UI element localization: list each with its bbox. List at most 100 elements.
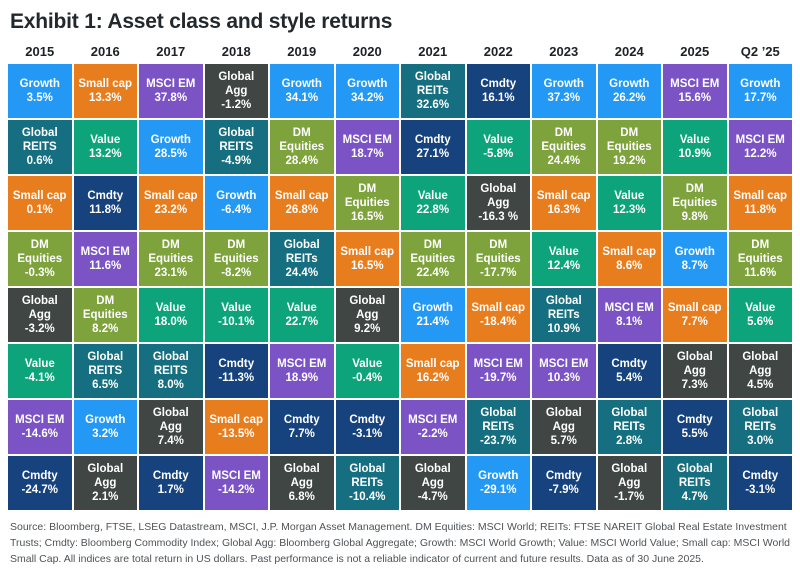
- asset-label: Global: [349, 462, 386, 475]
- return-value: -1.2%: [221, 99, 252, 111]
- return-value: 13.2%: [88, 148, 122, 160]
- return-cell-Q225-rank1: Growth 17.7%: [728, 64, 792, 118]
- asset-label: Growth: [674, 245, 715, 258]
- return-cell-2023-rank3: Small cap 16.3%: [532, 176, 596, 230]
- return-value: 9.2%: [354, 323, 381, 335]
- asset-label: DM: [96, 294, 115, 307]
- year-header: 2021: [418, 44, 448, 59]
- asset-label: MSCI EM: [735, 133, 785, 146]
- asset-label: Agg: [94, 476, 117, 489]
- return-cell-2019-rank6: MSCI EM 18.9%: [270, 344, 334, 398]
- asset-label: Global: [21, 126, 58, 139]
- return-cell-2018-rank4: DM Equities -8.2%: [204, 232, 268, 286]
- return-value: 13.3%: [88, 92, 122, 104]
- asset-label: MSCI EM: [539, 357, 589, 370]
- asset-label: Growth: [19, 77, 60, 90]
- return-value: -3.1%: [352, 428, 383, 440]
- asset-label: Cmdty: [611, 357, 648, 370]
- asset-label: Cmdty: [283, 413, 320, 426]
- return-value: -14.6%: [21, 428, 58, 440]
- return-value: -10.1%: [218, 316, 255, 328]
- source-footnote: Source: Bloomberg, FTSE, LSEG Datastream…: [10, 521, 791, 565]
- asset-label: Equities: [410, 252, 456, 265]
- return-value: 32.6%: [416, 99, 450, 111]
- return-value: 8.0%: [157, 379, 184, 391]
- asset-label: Cmdty: [21, 469, 58, 482]
- return-cell-2022-rank2: Value -5.8%: [466, 120, 530, 174]
- return-value: 1.7%: [157, 484, 184, 496]
- asset-label: DM: [423, 238, 442, 251]
- asset-label: DM: [620, 126, 639, 139]
- return-value: 17.7%: [743, 92, 777, 104]
- return-cell-2018-rank8: MSCI EM -14.2%: [204, 456, 268, 510]
- asset-label: Global: [611, 406, 648, 419]
- return-cell-2020-rank4: Small cap 16.5%: [335, 232, 399, 286]
- return-value: 10.9%: [678, 148, 712, 160]
- return-value: 2.8%: [616, 435, 643, 447]
- return-value: -4.7%: [417, 491, 448, 503]
- return-cell-2025-rank1: MSCI EM 15.6%: [663, 64, 727, 118]
- return-cell-2017-rank7: Global Agg 7.4%: [139, 400, 203, 454]
- year-header: 2015: [25, 44, 55, 59]
- return-cell-Q225-rank5: Value 5.6%: [728, 288, 792, 342]
- year-header: 2022: [483, 44, 513, 59]
- return-value: 3.0%: [747, 435, 774, 447]
- return-cell-2017-rank4: DM Equities 23.1%: [139, 232, 203, 286]
- return-value: 23.2%: [154, 204, 188, 216]
- return-cell-2025-rank2: Value 10.9%: [663, 120, 727, 174]
- asset-label: DM: [554, 126, 573, 139]
- asset-label: Equities: [344, 196, 390, 209]
- year-header: 2024: [614, 44, 644, 59]
- return-value: -2.2%: [417, 428, 448, 440]
- return-cell-2022-rank4: DM Equities -17.7%: [466, 232, 530, 286]
- asset-label: Global: [414, 462, 451, 475]
- asset-label: Global: [152, 406, 189, 419]
- year-header: 2020: [352, 44, 382, 59]
- return-value: -13.5%: [218, 428, 255, 440]
- return-cell-2022-rank3: Global Agg -16.3 %: [466, 176, 530, 230]
- asset-label: Global: [152, 350, 189, 363]
- return-cell-2020-rank6: Value -0.4%: [335, 344, 399, 398]
- return-cell-2018-rank2: Global REITS -4.9%: [204, 120, 268, 174]
- asset-label: REITs: [416, 84, 449, 97]
- return-value: -29.1%: [480, 484, 517, 496]
- asset-label: Equities: [17, 252, 63, 265]
- asset-label: Global: [218, 126, 255, 139]
- return-cell-2018-rank3: Growth -6.4%: [204, 176, 268, 230]
- return-cell-Q225-rank4: DM Equities 11.6%: [728, 232, 792, 286]
- asset-label: Global: [676, 462, 713, 475]
- asset-label: REITS: [88, 364, 123, 377]
- return-value: 6.5%: [92, 379, 119, 391]
- asset-label: Agg: [618, 476, 641, 489]
- return-cell-2022-rank5: Small cap -18.4%: [466, 288, 530, 342]
- asset-label: REITs: [613, 420, 646, 433]
- asset-label: MSCI EM: [15, 413, 65, 426]
- return-value: 7.3%: [681, 379, 708, 391]
- asset-label: Value: [745, 301, 776, 314]
- asset-label: REITS: [22, 140, 57, 153]
- return-cell-2022-rank6: MSCI EM -19.7%: [466, 344, 530, 398]
- return-cell-2015-rank3: Small cap 0.1%: [8, 176, 72, 230]
- asset-label: Small cap: [143, 189, 198, 202]
- asset-label: Agg: [749, 364, 772, 377]
- asset-label: Small cap: [274, 189, 329, 202]
- return-value: 3.2%: [92, 428, 119, 440]
- return-value: -16.3 %: [478, 211, 519, 223]
- asset-label: Small cap: [602, 245, 657, 258]
- return-value: -0.3%: [24, 267, 55, 279]
- return-cell-2023-rank2: DM Equities 24.4%: [532, 120, 596, 174]
- return-cell-2025-rank7: Cmdty 5.5%: [663, 400, 727, 454]
- returns-grid: 2015 2016 2017 2018 2019 2020 2021 2022 2023 2024…: [8, 43, 792, 510]
- asset-label: DM: [227, 238, 246, 251]
- return-cell-2015-rank6: Value -4.1%: [8, 344, 72, 398]
- asset-label: Small cap: [536, 189, 591, 202]
- return-cell-2016-rank4: MSCI EM 11.6%: [73, 232, 137, 286]
- return-value: 19.2%: [612, 155, 646, 167]
- return-value: 7.4%: [157, 435, 184, 447]
- return-value: -17.7%: [480, 267, 517, 279]
- return-cell-2019-rank5: Value 22.7%: [270, 288, 334, 342]
- return-cell-2019-rank7: Cmdty 7.7%: [270, 400, 334, 454]
- asset-label: Agg: [28, 308, 51, 321]
- return-cell-2021-rank8: Global Agg -4.7%: [401, 456, 465, 510]
